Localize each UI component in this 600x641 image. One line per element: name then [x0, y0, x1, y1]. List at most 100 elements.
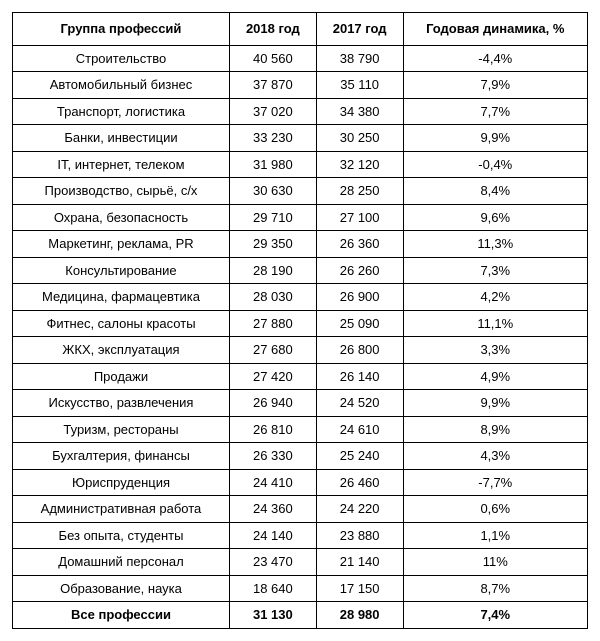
cell-dynamics: 9,9%: [403, 390, 587, 417]
cell-2017: 26 140: [316, 363, 403, 390]
table-header-row: Группа профессий 2018 год 2017 год Годов…: [13, 13, 588, 46]
table-row: ЖКХ, эксплуатация27 68026 8003,3%: [13, 337, 588, 364]
cell-2018: 18 640: [229, 575, 316, 602]
cell-group: IT, интернет, телеком: [13, 151, 230, 178]
cell-dynamics: -7,7%: [403, 469, 587, 496]
cell-2017: 21 140: [316, 549, 403, 576]
col-header-dynamics: Годовая динамика, %: [403, 13, 587, 46]
cell-group: Фитнес, салоны красоты: [13, 310, 230, 337]
cell-2018: 37 020: [229, 98, 316, 125]
col-header-2017: 2017 год: [316, 13, 403, 46]
cell-dynamics: 3,3%: [403, 337, 587, 364]
table-row: Без опыта, студенты24 14023 8801,1%: [13, 522, 588, 549]
cell-group: Банки, инвестиции: [13, 125, 230, 152]
cell-dynamics: 4,3%: [403, 443, 587, 470]
cell-dynamics: 4,9%: [403, 363, 587, 390]
cell-2017: 25 090: [316, 310, 403, 337]
cell-group: Медицина, фармацевтика: [13, 284, 230, 311]
cell-2018: 27 680: [229, 337, 316, 364]
cell-group: Туризм, рестораны: [13, 416, 230, 443]
cell-2017: 35 110: [316, 72, 403, 99]
cell-2017: 28 250: [316, 178, 403, 205]
cell-2018: 27 420: [229, 363, 316, 390]
cell-dynamics: -4,4%: [403, 45, 587, 72]
cell-2017: 17 150: [316, 575, 403, 602]
cell-2018: 27 880: [229, 310, 316, 337]
table-row: Банки, инвестиции33 23030 2509,9%: [13, 125, 588, 152]
cell-2018: 24 410: [229, 469, 316, 496]
cell-dynamics: 11,3%: [403, 231, 587, 258]
profession-salary-table: Группа профессий 2018 год 2017 год Годов…: [12, 12, 588, 629]
table-row: Туризм, рестораны26 81024 6108,9%: [13, 416, 588, 443]
cell-2017: 24 520: [316, 390, 403, 417]
cell-group: Строительство: [13, 45, 230, 72]
cell-2018: 26 940: [229, 390, 316, 417]
cell-2018: 31 980: [229, 151, 316, 178]
cell-2017: 26 800: [316, 337, 403, 364]
cell-2018: 40 560: [229, 45, 316, 72]
cell-group: ЖКХ, эксплуатация: [13, 337, 230, 364]
table-row: Строительство40 56038 790-4,4%: [13, 45, 588, 72]
table-row: Искусство, развлечения26 94024 5209,9%: [13, 390, 588, 417]
cell-2018: 26 330: [229, 443, 316, 470]
cell-2017: 24 610: [316, 416, 403, 443]
cell-dynamics: 8,9%: [403, 416, 587, 443]
cell-2017: 26 360: [316, 231, 403, 258]
cell-2017: 24 220: [316, 496, 403, 523]
cell-dynamics: 9,9%: [403, 125, 587, 152]
table-totals-row: Все профессии31 13028 9807,4%: [13, 602, 588, 629]
cell-group: Административная работа: [13, 496, 230, 523]
cell-group: Без опыта, студенты: [13, 522, 230, 549]
cell-2018: 33 230: [229, 125, 316, 152]
cell-2017: 34 380: [316, 98, 403, 125]
cell-dynamics: 4,2%: [403, 284, 587, 311]
cell-group: Маркетинг, реклама, PR: [13, 231, 230, 258]
cell-2017: 38 790: [316, 45, 403, 72]
cell-2018: 29 350: [229, 231, 316, 258]
cell-dynamics: 7,7%: [403, 98, 587, 125]
totals-cell: Все профессии: [13, 602, 230, 629]
cell-dynamics: 7,3%: [403, 257, 587, 284]
cell-2018: 37 870: [229, 72, 316, 99]
table-row: Охрана, безопасность29 71027 1009,6%: [13, 204, 588, 231]
cell-2018: 28 190: [229, 257, 316, 284]
table-row: Образование, наука18 64017 1508,7%: [13, 575, 588, 602]
table-row: Административная работа24 36024 2200,6%: [13, 496, 588, 523]
table-row: Консультирование28 19026 2607,3%: [13, 257, 588, 284]
cell-dynamics: 11,1%: [403, 310, 587, 337]
cell-2018: 24 140: [229, 522, 316, 549]
cell-dynamics: 8,7%: [403, 575, 587, 602]
cell-dynamics: -0,4%: [403, 151, 587, 178]
cell-2017: 26 900: [316, 284, 403, 311]
cell-group: Юриспруденция: [13, 469, 230, 496]
cell-2018: 29 710: [229, 204, 316, 231]
table-row: Маркетинг, реклама, PR29 35026 36011,3%: [13, 231, 588, 258]
cell-2018: 24 360: [229, 496, 316, 523]
cell-group: Продажи: [13, 363, 230, 390]
table-row: Транспорт, логистика37 02034 3807,7%: [13, 98, 588, 125]
cell-2017: 26 260: [316, 257, 403, 284]
cell-2018: 28 030: [229, 284, 316, 311]
cell-2017: 32 120: [316, 151, 403, 178]
totals-cell: 28 980: [316, 602, 403, 629]
cell-group: Охрана, безопасность: [13, 204, 230, 231]
cell-group: Бухгалтерия, финансы: [13, 443, 230, 470]
cell-dynamics: 9,6%: [403, 204, 587, 231]
cell-dynamics: 1,1%: [403, 522, 587, 549]
cell-2017: 23 880: [316, 522, 403, 549]
table-body: Строительство40 56038 790-4,4%Автомобиль…: [13, 45, 588, 628]
table-row: Домашний персонал23 47021 14011%: [13, 549, 588, 576]
cell-group: Консультирование: [13, 257, 230, 284]
cell-2018: 30 630: [229, 178, 316, 205]
cell-group: Транспорт, логистика: [13, 98, 230, 125]
cell-dynamics: 7,9%: [403, 72, 587, 99]
cell-group: Автомобильный бизнес: [13, 72, 230, 99]
cell-2018: 26 810: [229, 416, 316, 443]
cell-2018: 23 470: [229, 549, 316, 576]
col-header-group: Группа профессий: [13, 13, 230, 46]
table-row: Медицина, фармацевтика28 03026 9004,2%: [13, 284, 588, 311]
cell-group: Домашний персонал: [13, 549, 230, 576]
totals-cell: 31 130: [229, 602, 316, 629]
table-row: Автомобильный бизнес37 87035 1107,9%: [13, 72, 588, 99]
table-row: Производство, сырьё, с/х30 63028 2508,4%: [13, 178, 588, 205]
